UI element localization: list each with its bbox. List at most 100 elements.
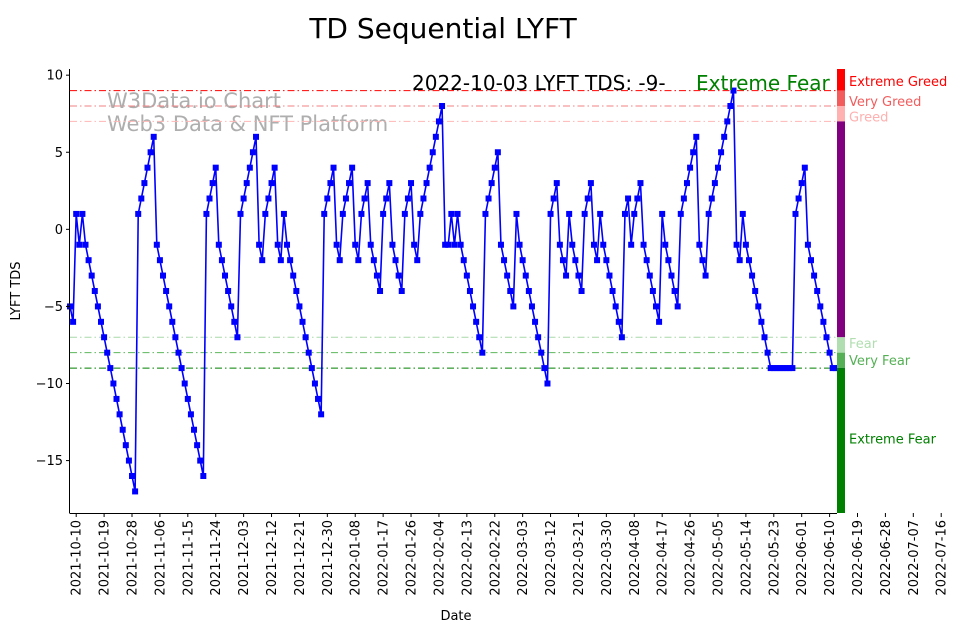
data-point xyxy=(745,257,752,264)
data-point xyxy=(408,180,415,187)
x-tick-label: 2022-03-12 xyxy=(544,520,559,596)
data-point xyxy=(702,272,709,279)
data-point xyxy=(559,257,566,264)
data-point xyxy=(547,210,554,217)
data-point xyxy=(315,395,322,402)
data-point xyxy=(566,210,573,217)
x-tick-label: 2021-12-03 xyxy=(237,520,252,596)
data-point xyxy=(411,241,418,248)
x-tick-label: 2022-05-23 xyxy=(767,520,782,596)
x-tick-label: 2022-06-19 xyxy=(851,520,866,596)
data-point xyxy=(404,195,411,202)
data-point xyxy=(191,426,198,433)
data-point xyxy=(811,272,818,279)
data-point xyxy=(649,288,656,294)
data-point xyxy=(687,164,694,171)
data-point xyxy=(442,241,449,248)
data-point xyxy=(587,180,594,187)
data-point xyxy=(556,241,563,248)
data-point xyxy=(804,241,811,248)
y-tick-label: −15 xyxy=(36,454,63,469)
data-point xyxy=(355,257,362,264)
data-point xyxy=(615,318,622,325)
data-point xyxy=(259,257,266,264)
data-point xyxy=(439,103,446,109)
data-point xyxy=(367,241,374,248)
data-point xyxy=(318,411,325,418)
data-point xyxy=(234,334,241,341)
data-point xyxy=(829,365,836,372)
data-point xyxy=(426,164,433,171)
data-point xyxy=(538,349,545,356)
data-point xyxy=(163,288,170,294)
data-point xyxy=(432,133,439,140)
series-line xyxy=(69,90,842,492)
data-point xyxy=(594,257,601,264)
data-point xyxy=(826,349,833,356)
data-point xyxy=(414,257,421,264)
data-point xyxy=(621,210,628,217)
zone-band-1 xyxy=(837,90,845,106)
data-point xyxy=(473,318,480,325)
data-point xyxy=(73,210,80,217)
data-point xyxy=(643,257,650,264)
data-point xyxy=(104,349,111,356)
x-tick-label: 2022-02-22 xyxy=(488,520,503,596)
y-tick-label: 5 xyxy=(55,146,63,161)
data-point xyxy=(200,473,207,479)
data-point xyxy=(262,210,269,217)
data-point xyxy=(671,288,678,294)
data-point xyxy=(420,195,427,202)
data-point xyxy=(652,303,659,310)
data-point xyxy=(525,288,532,294)
data-point xyxy=(532,318,539,325)
x-tick-label: 2022-04-08 xyxy=(628,520,643,596)
data-point xyxy=(299,318,306,325)
x-tick-label: 2022-07-16 xyxy=(935,520,950,596)
data-point xyxy=(780,365,787,372)
x-tick-label: 2022-03-03 xyxy=(516,520,531,596)
zone-band-6 xyxy=(837,368,845,513)
data-point xyxy=(454,210,461,217)
data-point xyxy=(733,241,740,248)
data-point xyxy=(696,241,703,248)
data-point xyxy=(714,164,721,171)
x-tick-label: 2022-04-26 xyxy=(684,520,699,596)
data-point xyxy=(132,488,139,495)
data-point xyxy=(674,303,681,310)
data-point xyxy=(516,241,523,248)
data-point xyxy=(333,241,340,248)
data-point xyxy=(166,303,173,310)
data-point xyxy=(683,180,690,187)
data-point xyxy=(144,164,151,171)
zone-label: Very Greed xyxy=(849,95,921,110)
data-series xyxy=(67,87,845,495)
data-point xyxy=(721,133,728,140)
x-tick-label: 2021-11-06 xyxy=(153,520,168,596)
data-point xyxy=(290,272,297,279)
data-point xyxy=(212,164,219,171)
data-point xyxy=(491,164,498,171)
x-tick-label: 2022-05-14 xyxy=(739,520,754,596)
data-point xyxy=(129,473,136,479)
data-point xyxy=(795,195,802,202)
data-point xyxy=(507,288,514,294)
data-point xyxy=(141,180,148,187)
threshold-lines xyxy=(70,90,837,369)
data-point xyxy=(277,257,284,264)
data-point xyxy=(820,318,827,325)
data-point xyxy=(364,180,371,187)
data-point xyxy=(392,257,399,264)
data-point xyxy=(727,103,734,109)
zone-label: Fear xyxy=(849,337,878,352)
data-point xyxy=(572,257,579,264)
data-point xyxy=(389,241,396,248)
data-point xyxy=(445,241,452,248)
data-point xyxy=(494,149,501,156)
data-point xyxy=(293,288,300,294)
data-point xyxy=(693,133,700,140)
x-tick-label: 2021-12-21 xyxy=(293,520,308,596)
y-tick-label: 10 xyxy=(46,69,63,84)
data-point xyxy=(79,210,86,217)
data-point xyxy=(240,195,247,202)
